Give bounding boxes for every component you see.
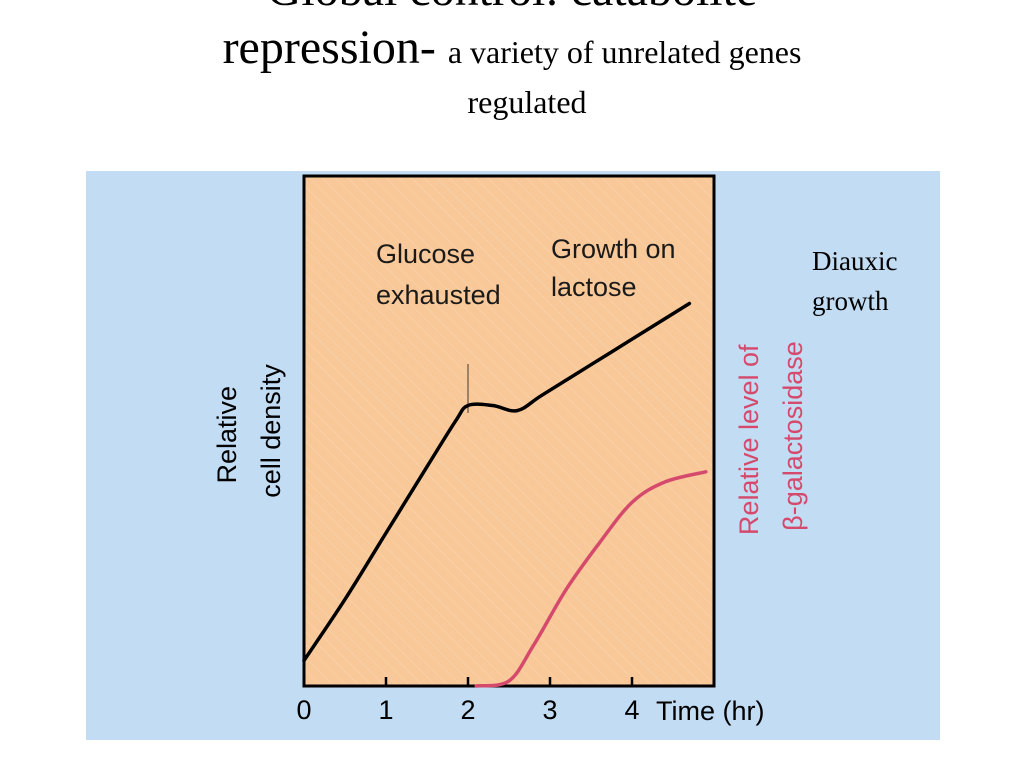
x-tick-label: 2 xyxy=(460,695,475,725)
side-note-line-2: growth xyxy=(812,286,889,316)
y-right-label-line-1: Relative level of xyxy=(734,344,764,535)
x-tick-label: 4 xyxy=(624,695,639,725)
slide-title: Global control: catabolite repression- a… xyxy=(0,0,1024,122)
x-tick-label: 0 xyxy=(296,695,311,725)
annotation-glucose-line-1: Glucose xyxy=(376,239,475,269)
y-axis-left-label: Relative cell density xyxy=(212,364,286,498)
title-line-3: regulated xyxy=(467,84,587,120)
title-line-2: repression- a variety of unrelated genes xyxy=(0,18,1024,82)
annotation-lactose-line-1: Growth on xyxy=(551,234,676,264)
y-left-label-line-2: cell density xyxy=(256,364,286,498)
diauxic-growth-note: Diauxic growth xyxy=(812,241,897,321)
annotation-lactose-line-2: lactose xyxy=(551,272,637,302)
side-note-line-1: Diauxic xyxy=(812,246,898,276)
title-line-1: Global control: catabolite xyxy=(0,0,1024,18)
annotation-glucose-line-2: exhausted xyxy=(376,280,501,310)
cell-density-line xyxy=(302,301,692,663)
plot-frame xyxy=(302,174,716,688)
y-right-label-line-2: β-galactosidase xyxy=(778,341,808,531)
y-left-label-line-1: Relative xyxy=(212,386,242,484)
y-axis-right-label: Relative level of β-galactosidase xyxy=(734,337,808,535)
beta-galactosidase-line xyxy=(474,470,708,688)
x-tick-label: 3 xyxy=(542,695,557,725)
title-sub: a variety of unrelated genes xyxy=(447,34,802,70)
title-main: repression- xyxy=(222,21,436,74)
x-axis-label: Time (hr) xyxy=(656,696,765,726)
annotation-lactose: Growth on lactose xyxy=(551,234,683,302)
plot-hatch xyxy=(304,176,714,686)
annotation-glucose: Glucose exhausted xyxy=(376,239,501,310)
x-tick-label: 1 xyxy=(378,695,393,725)
diauxic-growth-chart: 0 1 2 3 4 Glucose exhausted Growth on lactos… xyxy=(212,174,808,726)
